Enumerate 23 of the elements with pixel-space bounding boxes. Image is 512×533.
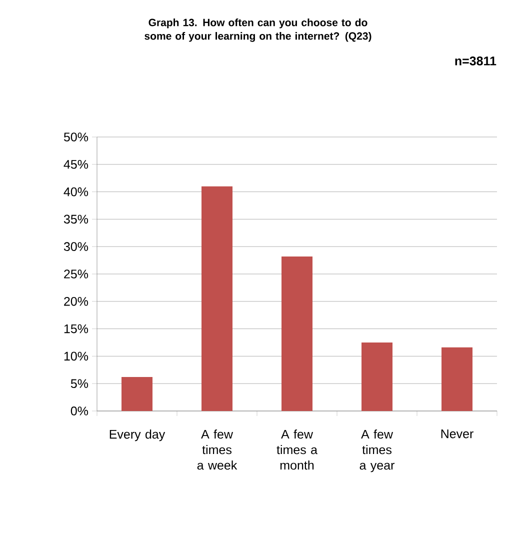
- y-tick-label: 40%: [64, 187, 88, 196]
- x-tick-label: A few times a month: [276, 430, 318, 470]
- bar: [362, 342, 392, 411]
- y-tick-label: 45%: [64, 160, 88, 169]
- x-tick-label: A few times a week: [197, 430, 238, 470]
- y-tick-label: 25%: [64, 270, 88, 278]
- y-tick-label: 30%: [64, 242, 88, 252]
- bar: [202, 186, 232, 411]
- y-tick-label: 20%: [64, 296, 88, 306]
- text: n=3811: [455, 56, 496, 66]
- x-tick-label: A few times a year: [360, 430, 394, 472]
- y-tick-label: 35%: [64, 214, 88, 224]
- x-tick-label: Never: [441, 430, 474, 438]
- bar: [122, 377, 152, 411]
- y-tick-label: 10%: [64, 352, 88, 361]
- y-tick-label: 5%: [70, 379, 88, 388]
- y-tick-label: 15%: [64, 324, 88, 334]
- bar: [442, 347, 472, 411]
- chart-title: Graph 13. How often can you choose to do some of your learning on the internet? (Q23): [144, 18, 372, 42]
- bar: [281, 256, 312, 411]
- x-tick-label: Every day: [110, 430, 166, 442]
- y-tick-label: 50%: [64, 132, 88, 142]
- y-tick-label: 0%: [70, 406, 88, 416]
